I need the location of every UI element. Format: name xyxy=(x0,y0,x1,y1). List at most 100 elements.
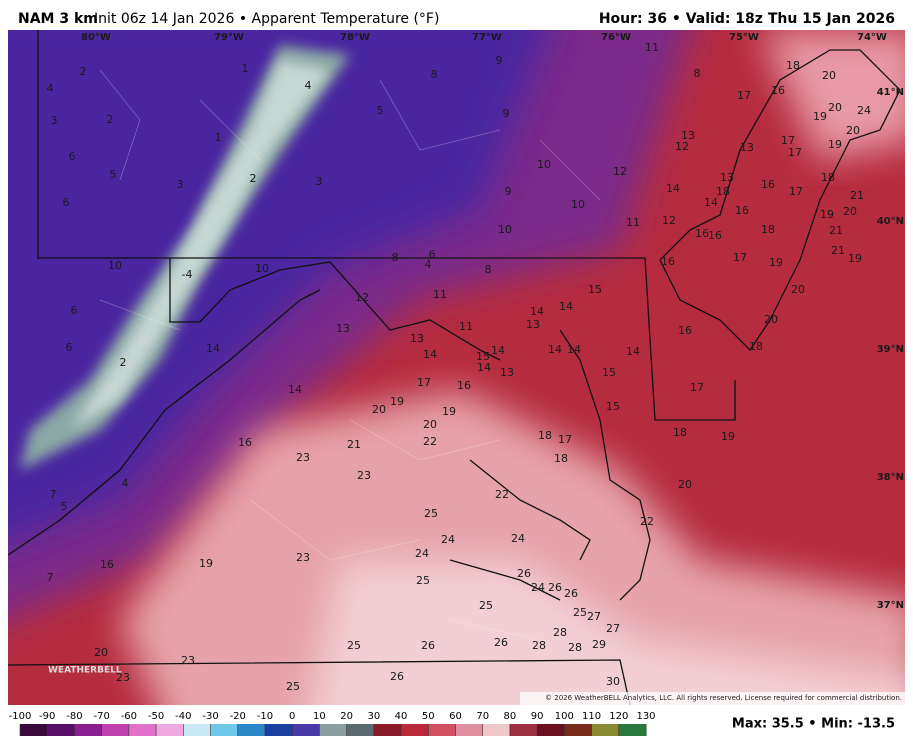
colorbar-segment xyxy=(618,724,647,736)
colorbar-tick-label: 110 xyxy=(582,711,601,722)
temperature-label: 19 xyxy=(390,395,404,408)
temperature-label: 10 xyxy=(537,158,551,171)
temperature-label: 1 xyxy=(215,131,222,144)
colorbar-tick-label: 10 xyxy=(313,711,326,722)
temperature-label: 26 xyxy=(494,636,508,649)
colorbar-segment xyxy=(183,724,212,736)
latitude-label: 38°N xyxy=(877,472,904,483)
temperature-label: 22 xyxy=(640,515,654,528)
temperature-label: 22 xyxy=(495,488,509,501)
coast-warm xyxy=(760,30,905,160)
temperature-label: 14 xyxy=(288,383,302,396)
colorbar-segment xyxy=(509,724,538,736)
temperature-label: 12 xyxy=(675,140,689,153)
colorbar-tick-label: 20 xyxy=(340,711,353,722)
temperature-label: 17 xyxy=(789,185,803,198)
temperature-label: 2 xyxy=(250,172,257,185)
temperature-label: 23 xyxy=(116,671,130,684)
run: Init 06z 14 Jan 2026 • Apparent Temperat… xyxy=(94,11,439,27)
temperature-label: 14 xyxy=(704,196,718,209)
temperature-label: 11 xyxy=(459,320,473,333)
state-border xyxy=(37,30,736,421)
temperature-label: 9 xyxy=(505,185,512,198)
temperature-label: 16 xyxy=(695,227,709,240)
longitude-label: 76°W xyxy=(601,32,631,43)
temperature-label: 24 xyxy=(441,533,455,546)
temperature-label: 14 xyxy=(530,305,544,318)
temperature-label: 26 xyxy=(517,567,531,580)
temperature-label: 14 xyxy=(491,344,505,357)
latitude-label: 41°N xyxy=(877,87,904,98)
longitude-label: 78°W xyxy=(340,32,370,43)
state-border xyxy=(8,659,631,705)
temperature-label: 17 xyxy=(788,146,802,159)
temperature-label: 19 xyxy=(813,110,827,123)
temperature-label: 9 xyxy=(496,54,503,67)
temperature-label: 15 xyxy=(476,350,490,363)
temperature-label: 4 xyxy=(47,82,54,95)
temperature-label: 13 xyxy=(410,332,424,345)
temperature-label: 20 xyxy=(791,283,805,296)
temperature-label: 18 xyxy=(673,426,687,439)
temperature-label: 6 xyxy=(66,341,73,354)
temperature-label: 25 xyxy=(573,606,587,619)
colorbar-tick-label: -90 xyxy=(39,711,55,722)
temperature-label: 7 xyxy=(50,488,57,501)
colorbar-segment xyxy=(346,724,375,736)
colorbar: -100 -90 -80 -70 -60 -50 -40 -30 -20 -10 0 10 20 30 40… xyxy=(9,711,656,736)
stats: Max: 35.5 • Min: -13.5 xyxy=(732,717,895,732)
temperature-label: 10 xyxy=(571,198,585,211)
temperature-label: 20 xyxy=(372,403,386,416)
temperature-label: 26 xyxy=(548,581,562,594)
temperature-label: 18 xyxy=(538,429,552,442)
colorbar-segment xyxy=(264,724,293,736)
colorbar-segment xyxy=(156,724,184,736)
temperature-label: 3 xyxy=(51,114,58,127)
temperature-label: 19 xyxy=(199,557,213,570)
temperature-label: 23 xyxy=(181,654,195,667)
temperature-label: 17 xyxy=(690,381,704,394)
colorbar-tick-label: 40 xyxy=(395,711,408,722)
temperature-label: 19 xyxy=(848,252,862,265)
colorbar-tick-label: 60 xyxy=(449,711,462,722)
state-border xyxy=(8,289,321,556)
temperature-label: 20 xyxy=(764,313,778,326)
temperature-label: 8 xyxy=(694,67,701,80)
colorbar-tick-label: 100 xyxy=(555,711,574,722)
temperature-label: 5 xyxy=(110,168,117,181)
colorbar-tick-label: 30 xyxy=(367,711,380,722)
colorbar-segment xyxy=(428,724,456,736)
counties xyxy=(99,69,601,641)
temperature-label: 18 xyxy=(749,340,763,353)
temperature-label: 23 xyxy=(296,451,310,464)
temperature-label: 12 xyxy=(662,214,676,227)
latitude-label: 39°N xyxy=(877,344,904,355)
longitude-labels: 80°W 79°W 78°W 77°W 76°W 75°W 74°W xyxy=(81,32,887,43)
temperature-label: 23 xyxy=(357,469,371,482)
temperature-label: 20 xyxy=(94,646,108,659)
temperature-label: 11 xyxy=(626,216,640,229)
temperature-label: 13 xyxy=(681,129,695,142)
temperature-label: 13 xyxy=(336,322,350,335)
temperature-label: 18 xyxy=(821,171,835,184)
temperature-label: 20 xyxy=(843,205,857,218)
temperature-label: 12 xyxy=(613,165,627,178)
colorbar-tick-label: -50 xyxy=(148,711,164,722)
temperature-label: 30 xyxy=(606,675,620,688)
temperature-label: 11 xyxy=(645,41,659,54)
temperature-label: 10 xyxy=(108,259,122,272)
temperature-label: 25 xyxy=(286,680,300,693)
temperature-label: 25 xyxy=(416,574,430,587)
temperature-label: 14 xyxy=(567,343,581,356)
colorbar-segment xyxy=(373,724,402,736)
temperature-label: 24 xyxy=(857,104,871,117)
temperature-label: 17 xyxy=(737,89,751,102)
warm-core xyxy=(311,560,905,705)
colorbar-segment xyxy=(482,724,511,736)
temperature-label: 26 xyxy=(390,670,404,683)
colorbar-tick-label: 0 xyxy=(289,711,295,722)
temperature-label: 1 xyxy=(242,62,249,75)
colorbar-tick-label: 130 xyxy=(636,711,655,722)
copyright-bg xyxy=(520,692,905,705)
